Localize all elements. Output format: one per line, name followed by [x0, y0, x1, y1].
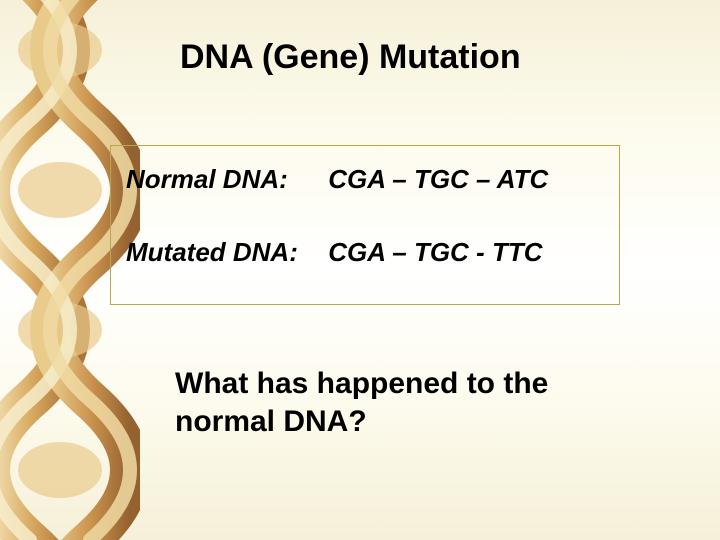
dna-comparison-box: Normal DNA: CGA – TGC – ATC Mutated DNA:…	[110, 145, 620, 305]
slide-title: DNA (Gene) Mutation	[180, 38, 521, 77]
normal-dna-row: Normal DNA: CGA – TGC – ATC	[126, 164, 604, 195]
mutated-dna-row: Mutated DNA: CGA – TGC - TTC	[126, 237, 604, 268]
mutated-dna-label: Mutated DNA:	[126, 237, 321, 268]
question-text: What has happened to the normal DNA?	[175, 365, 615, 440]
mutated-dna-sequence: CGA – TGC - TTC	[328, 237, 542, 267]
normal-dna-sequence: CGA – TGC – ATC	[328, 164, 548, 194]
normal-dna-label: Normal DNA:	[126, 164, 321, 195]
